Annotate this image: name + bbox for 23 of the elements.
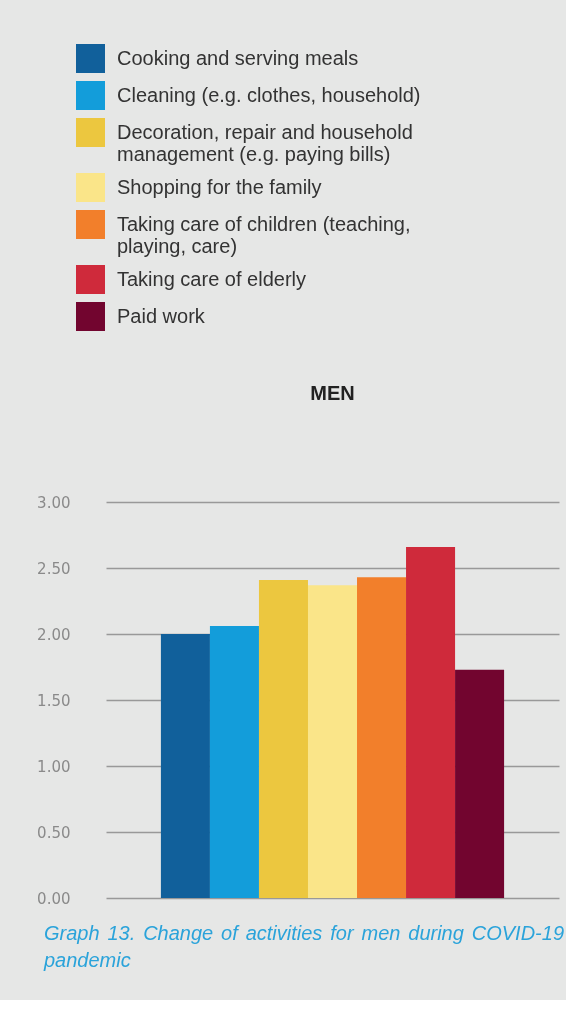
legend-label: Cleaning (e.g. clothes, household)	[117, 83, 421, 106]
caption: Graph 13. Change of activities for men during COVID-19 pandemic	[44, 921, 564, 973]
legend-label: Cooking and serving meals	[117, 46, 359, 69]
chart-title: MEN	[310, 382, 355, 404]
legend-label: Decoration, repair and household management (e.g. paying bills)	[117, 120, 413, 165]
y-tick-label: 1.00	[37, 757, 71, 776]
y-tick-label: 2.00	[37, 625, 71, 644]
y-tick-label: 1.50	[37, 691, 71, 710]
legend-label: Paid work	[117, 304, 206, 327]
bar	[209, 626, 259, 898]
bar	[406, 546, 456, 898]
y-tick-label: 0.50	[37, 823, 71, 842]
legend-label: Shopping for the family	[117, 175, 322, 198]
bar	[160, 634, 210, 898]
bar	[357, 577, 407, 898]
legend-label: Taking care of elderly	[117, 267, 306, 290]
bar	[258, 579, 308, 898]
y-tick-label: 0.00	[37, 889, 71, 908]
y-tick-label: 3.00	[37, 493, 71, 512]
bar	[307, 585, 358, 898]
bar	[455, 669, 505, 898]
y-tick-label: 2.50	[37, 559, 71, 578]
legend-label: Taking care of children (teaching, playing, care)	[117, 212, 411, 257]
